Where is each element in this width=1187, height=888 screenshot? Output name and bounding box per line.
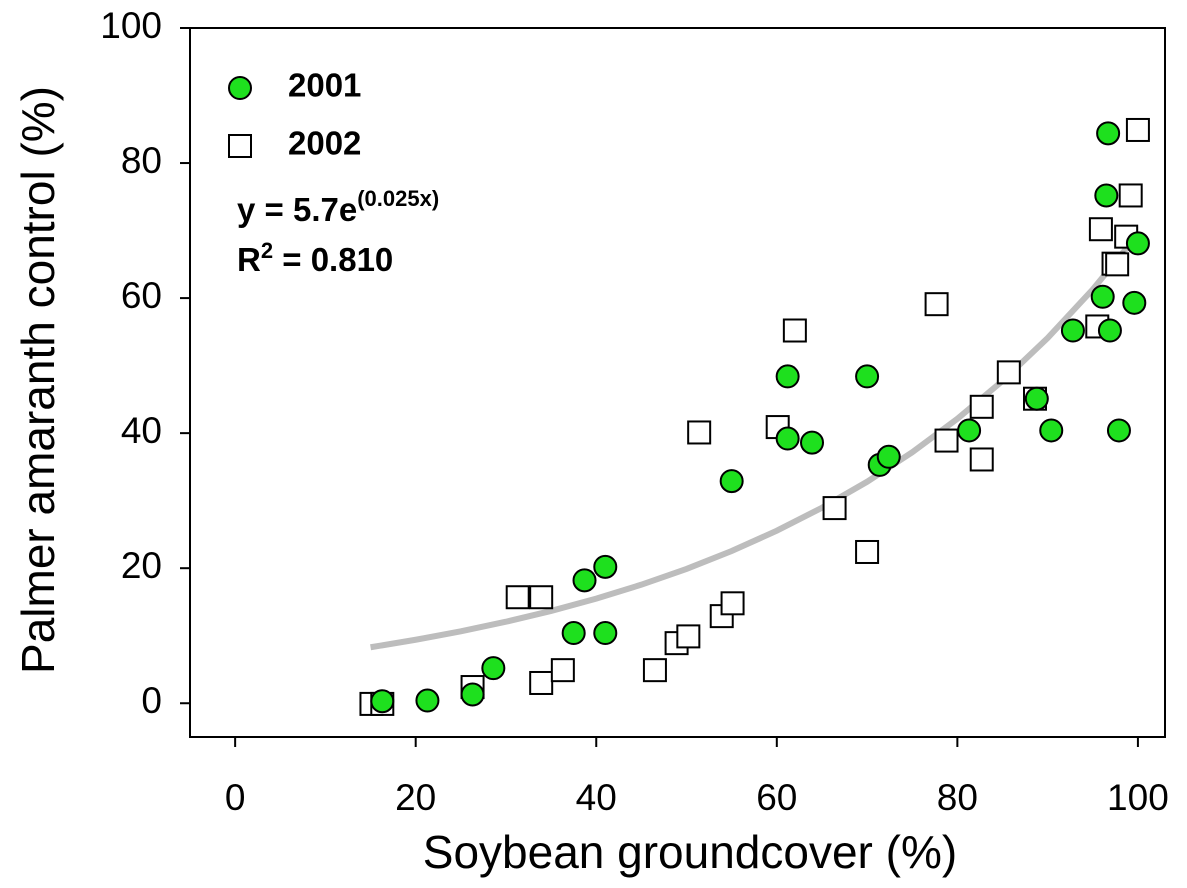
point [561, 621, 586, 646]
point [529, 585, 554, 610]
point [676, 624, 701, 649]
point [1118, 183, 1143, 208]
point [1122, 290, 1147, 315]
point [481, 656, 506, 681]
point [822, 496, 847, 521]
x-tick-label: 60 [756, 777, 797, 818]
point [969, 447, 994, 472]
point [969, 394, 994, 419]
legend-marker [228, 134, 252, 158]
point [775, 426, 800, 451]
y-tick-label: 80 [121, 140, 162, 181]
legend-marker [228, 76, 252, 100]
point [775, 364, 800, 389]
r-squared-base: R [237, 241, 261, 278]
point [934, 428, 959, 453]
equation: y = 5.7e(0.025x) [237, 186, 439, 228]
point [505, 585, 530, 610]
point [1039, 418, 1064, 443]
point [996, 360, 1021, 385]
point [1097, 318, 1122, 343]
y-tick-label: 100 [100, 5, 162, 46]
equation-base: y = 5.7e [237, 191, 357, 228]
y-tick-label: 40 [121, 410, 162, 451]
y-tick-label: 0 [141, 680, 162, 721]
point [855, 539, 880, 564]
fit-curve [370, 232, 1141, 651]
point [1060, 318, 1085, 343]
point [642, 658, 667, 683]
x-tick-label: 100 [1107, 777, 1169, 818]
legend-label: 2001 [288, 67, 361, 104]
y-axis-label: Palmer amaranth control (%) [12, 86, 64, 674]
point [1094, 183, 1119, 208]
point [550, 658, 575, 683]
x-tick-label: 20 [395, 777, 436, 818]
point [593, 621, 618, 646]
point [460, 682, 485, 707]
point [855, 364, 880, 389]
point [593, 554, 618, 579]
point [1125, 231, 1150, 256]
point [370, 689, 395, 714]
point [1090, 284, 1115, 309]
y-tick-label: 20 [121, 545, 162, 586]
r-squared-exponent: 2 [261, 238, 273, 263]
y-tick-label: 60 [121, 275, 162, 316]
point [1096, 121, 1121, 146]
point [719, 469, 744, 494]
plot-frame [189, 27, 1166, 738]
point [1088, 217, 1113, 242]
point [415, 688, 440, 713]
legend-label: 2002 [288, 125, 361, 162]
point [1125, 117, 1150, 142]
point [782, 318, 807, 343]
x-tick-label: 80 [937, 777, 978, 818]
point [720, 591, 745, 616]
x-tick-label: 40 [576, 777, 617, 818]
point [924, 292, 949, 317]
point [1106, 418, 1131, 443]
point [572, 568, 597, 593]
x-axis-label: Soybean groundcover (%) [423, 826, 957, 878]
equation-exponent: (0.025x) [357, 186, 439, 211]
point [1105, 252, 1130, 277]
point [687, 420, 712, 445]
point [529, 670, 554, 695]
point [876, 444, 901, 469]
point [800, 430, 825, 455]
r-squared: R2 = 0.810 [237, 238, 393, 278]
r-squared-rest: = 0.810 [273, 241, 393, 278]
point [957, 418, 982, 443]
point [1024, 386, 1049, 411]
x-tick-label: 0 [225, 777, 246, 818]
